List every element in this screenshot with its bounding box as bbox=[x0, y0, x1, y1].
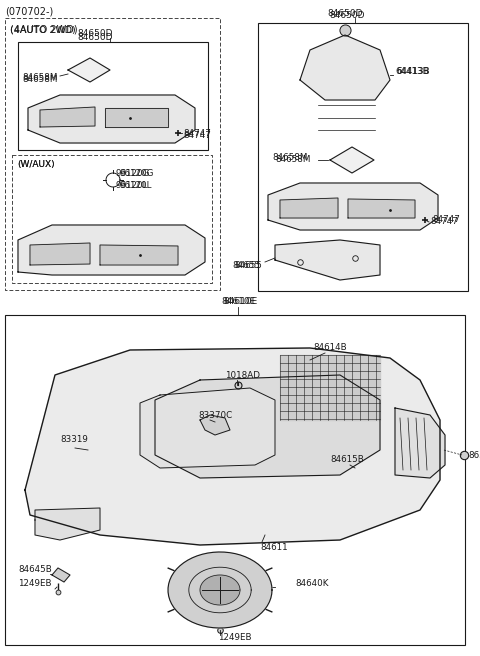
Text: 84747: 84747 bbox=[183, 131, 211, 140]
Bar bbox=[258, 23, 468, 291]
Polygon shape bbox=[40, 107, 95, 127]
Text: (070702-): (070702-) bbox=[5, 7, 53, 17]
Text: 84610E: 84610E bbox=[221, 298, 255, 306]
Ellipse shape bbox=[69, 428, 115, 482]
Text: 84658M: 84658M bbox=[275, 155, 311, 165]
Text: (W/AUX): (W/AUX) bbox=[17, 159, 55, 169]
Text: 84650D: 84650D bbox=[77, 29, 113, 38]
Polygon shape bbox=[168, 552, 272, 628]
Polygon shape bbox=[348, 199, 415, 218]
Text: 96120G: 96120G bbox=[120, 169, 155, 178]
Text: 84650D: 84650D bbox=[77, 33, 113, 43]
Text: 64413B: 64413B bbox=[395, 68, 429, 77]
Text: 84658M: 84658M bbox=[272, 154, 307, 163]
Text: (W/AUX): (W/AUX) bbox=[17, 159, 55, 169]
Polygon shape bbox=[68, 58, 110, 82]
Bar bbox=[18, 42, 208, 150]
Polygon shape bbox=[200, 415, 230, 435]
Text: 84611: 84611 bbox=[260, 543, 288, 552]
Polygon shape bbox=[30, 243, 90, 265]
Text: 83319: 83319 bbox=[60, 436, 88, 445]
Text: 84645B: 84645B bbox=[18, 565, 52, 575]
Polygon shape bbox=[300, 35, 390, 100]
Text: 84747: 84747 bbox=[183, 129, 211, 138]
Polygon shape bbox=[25, 348, 440, 545]
Polygon shape bbox=[105, 108, 168, 127]
Polygon shape bbox=[155, 375, 380, 478]
Polygon shape bbox=[35, 508, 100, 540]
Text: 96120G: 96120G bbox=[115, 169, 149, 178]
Polygon shape bbox=[100, 245, 178, 265]
Text: 84655: 84655 bbox=[234, 260, 262, 270]
Bar bbox=[5, 315, 465, 645]
Polygon shape bbox=[275, 240, 380, 280]
Text: 84650D: 84650D bbox=[327, 9, 363, 18]
Text: 1249EB: 1249EB bbox=[218, 634, 252, 642]
Text: 84614B: 84614B bbox=[313, 344, 347, 352]
Text: 84658M: 84658M bbox=[22, 73, 58, 83]
Ellipse shape bbox=[60, 420, 150, 520]
Text: (4AUTO 2WD): (4AUTO 2WD) bbox=[10, 25, 78, 35]
Polygon shape bbox=[18, 225, 205, 275]
Text: (4AUTO 2WD): (4AUTO 2WD) bbox=[10, 26, 76, 35]
Text: 84610E: 84610E bbox=[223, 298, 257, 306]
Text: 83370C: 83370C bbox=[198, 411, 232, 419]
Text: 84650D: 84650D bbox=[329, 12, 365, 20]
Text: 84655: 84655 bbox=[232, 260, 260, 270]
Polygon shape bbox=[200, 575, 240, 605]
Polygon shape bbox=[395, 408, 445, 478]
Text: 96120L: 96120L bbox=[115, 180, 147, 190]
Polygon shape bbox=[268, 183, 438, 230]
Text: 86590: 86590 bbox=[468, 451, 480, 459]
Text: 84658M: 84658M bbox=[22, 75, 58, 85]
Text: 84615B: 84615B bbox=[330, 455, 364, 464]
Text: 1018AD: 1018AD bbox=[225, 371, 260, 380]
Text: 64413B: 64413B bbox=[396, 68, 430, 77]
Polygon shape bbox=[330, 147, 374, 173]
Text: 84640K: 84640K bbox=[295, 579, 328, 588]
Polygon shape bbox=[52, 568, 70, 582]
Polygon shape bbox=[28, 95, 195, 143]
Text: 84747: 84747 bbox=[432, 216, 460, 224]
Polygon shape bbox=[280, 355, 380, 420]
Text: 1249EB: 1249EB bbox=[18, 579, 51, 588]
Polygon shape bbox=[140, 388, 275, 468]
Text: 96120L: 96120L bbox=[120, 180, 153, 190]
Polygon shape bbox=[280, 198, 338, 218]
Text: 84747: 84747 bbox=[430, 218, 458, 226]
